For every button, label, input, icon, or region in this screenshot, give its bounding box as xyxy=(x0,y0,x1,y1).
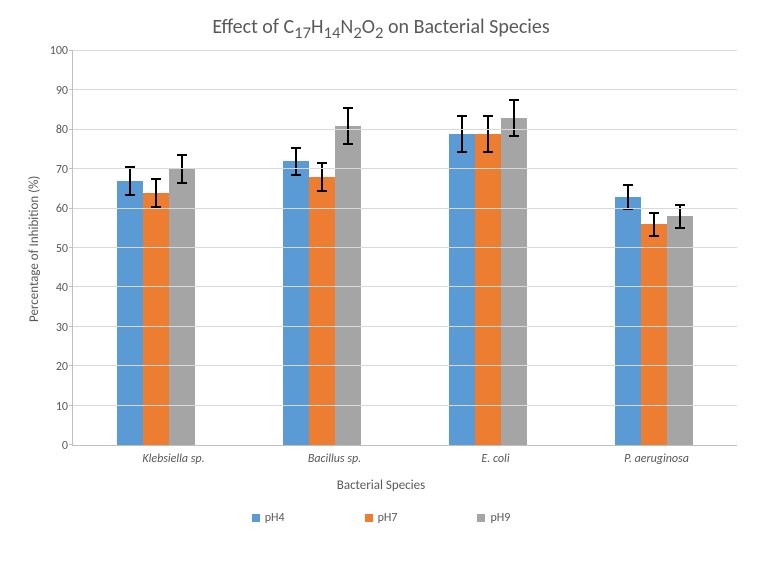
y-tick-mark xyxy=(69,405,73,406)
y-tick-mark xyxy=(69,247,73,248)
legend-label: pH7 xyxy=(378,511,398,525)
chart-title: Effect of C17H14N2O2 on Bacterial Specie… xyxy=(25,15,737,43)
y-tick-label: 40 xyxy=(56,281,68,295)
error-cap-top xyxy=(291,147,301,149)
error-cap-bottom xyxy=(649,235,659,237)
error-cap-bottom xyxy=(317,190,327,192)
gridline xyxy=(73,326,737,327)
x-axis-tick-labels: Klebsiella sp.Bacillus sp.E. coliP. aeru… xyxy=(73,452,737,466)
bar xyxy=(641,224,667,445)
legend: pH4 pH7 pH9 xyxy=(25,511,737,525)
error-cap-top xyxy=(649,212,659,214)
gridline xyxy=(73,129,737,130)
error-cap-bottom xyxy=(125,194,135,196)
error-bar xyxy=(513,100,515,136)
legend-label: pH9 xyxy=(490,511,510,525)
error-bar xyxy=(295,148,297,176)
gridline xyxy=(73,50,737,51)
gridline xyxy=(73,208,737,209)
error-bar xyxy=(487,116,489,152)
error-cap-top xyxy=(317,162,327,164)
plot-area xyxy=(72,51,737,446)
bar-group xyxy=(239,51,405,445)
error-bar xyxy=(155,179,157,207)
error-cap-bottom xyxy=(177,182,187,184)
plot-row: Percentage of Inhibition (%) 01020304050… xyxy=(25,51,737,446)
y-tick-label: 20 xyxy=(56,360,68,374)
y-tick-label: 70 xyxy=(56,163,68,177)
y-tick-label: 60 xyxy=(56,202,68,216)
bar xyxy=(143,193,169,445)
bar xyxy=(449,134,475,445)
legend-swatch xyxy=(252,514,260,522)
error-cap-bottom xyxy=(291,174,301,176)
bar xyxy=(283,161,309,445)
error-cap-bottom xyxy=(675,227,685,229)
x-tick-label: Klebsiella sp. xyxy=(93,452,254,466)
error-cap-bottom xyxy=(343,143,353,145)
bar-group xyxy=(571,51,737,445)
x-axis-title: Bacterial Species xyxy=(25,478,737,493)
error-bar xyxy=(627,185,629,209)
error-cap-top xyxy=(675,204,685,206)
gridline xyxy=(73,405,737,406)
y-tick-mark xyxy=(69,50,73,51)
error-cap-top xyxy=(623,184,633,186)
x-tick-label: Bacillus sp. xyxy=(254,452,415,466)
gridline xyxy=(73,89,737,90)
y-tick-label: 30 xyxy=(56,321,68,335)
error-cap-bottom xyxy=(457,151,467,153)
y-tick-mark xyxy=(69,444,73,445)
error-cap-top xyxy=(509,99,519,101)
y-tick-label: 100 xyxy=(50,44,68,58)
error-cap-top xyxy=(483,115,493,117)
legend-item: pH9 xyxy=(477,511,510,525)
y-tick-mark xyxy=(69,208,73,209)
gridline xyxy=(73,286,737,287)
y-axis-ticks: 0102030405060708090100 xyxy=(44,51,72,446)
y-tick-mark xyxy=(69,286,73,287)
chart-container: Effect of C17H14N2O2 on Bacterial Specie… xyxy=(0,0,762,567)
error-cap-top xyxy=(177,154,187,156)
legend-item: pH4 xyxy=(252,511,285,525)
legend-label: pH4 xyxy=(265,511,285,525)
x-tick-label: P. aeruginosa xyxy=(576,452,737,466)
y-tick-mark xyxy=(69,326,73,327)
y-axis-title: Percentage of Inhibition (%) xyxy=(25,51,44,446)
error-cap-top xyxy=(343,107,353,109)
legend-swatch xyxy=(477,514,485,522)
error-bar xyxy=(347,108,349,144)
gridline xyxy=(73,168,737,169)
bar xyxy=(667,216,693,445)
bar xyxy=(501,118,527,445)
error-cap-top xyxy=(457,115,467,117)
y-tick-mark xyxy=(69,89,73,90)
error-bar xyxy=(461,116,463,152)
bar-group xyxy=(405,51,571,445)
error-bar xyxy=(181,155,183,183)
y-tick-label: 80 xyxy=(56,123,68,137)
gridline xyxy=(73,247,737,248)
bar xyxy=(615,197,641,445)
y-tick-mark xyxy=(69,168,73,169)
gridline xyxy=(73,365,737,366)
y-tick-label: 50 xyxy=(56,242,68,256)
bar-group xyxy=(73,51,239,445)
y-tick-mark xyxy=(69,129,73,130)
error-bar xyxy=(653,213,655,237)
y-tick-label: 90 xyxy=(56,84,68,98)
error-cap-bottom xyxy=(509,135,519,137)
error-cap-top xyxy=(151,178,161,180)
y-tick-label: 0 xyxy=(62,439,68,453)
x-tick-label: E. coli xyxy=(415,452,576,466)
bar-groups xyxy=(73,51,737,445)
legend-swatch xyxy=(365,514,373,522)
bar xyxy=(475,134,501,445)
error-bar xyxy=(129,167,131,195)
error-cap-bottom xyxy=(483,151,493,153)
y-tick-label: 10 xyxy=(56,400,68,414)
y-tick-mark xyxy=(69,365,73,366)
legend-item: pH7 xyxy=(365,511,398,525)
